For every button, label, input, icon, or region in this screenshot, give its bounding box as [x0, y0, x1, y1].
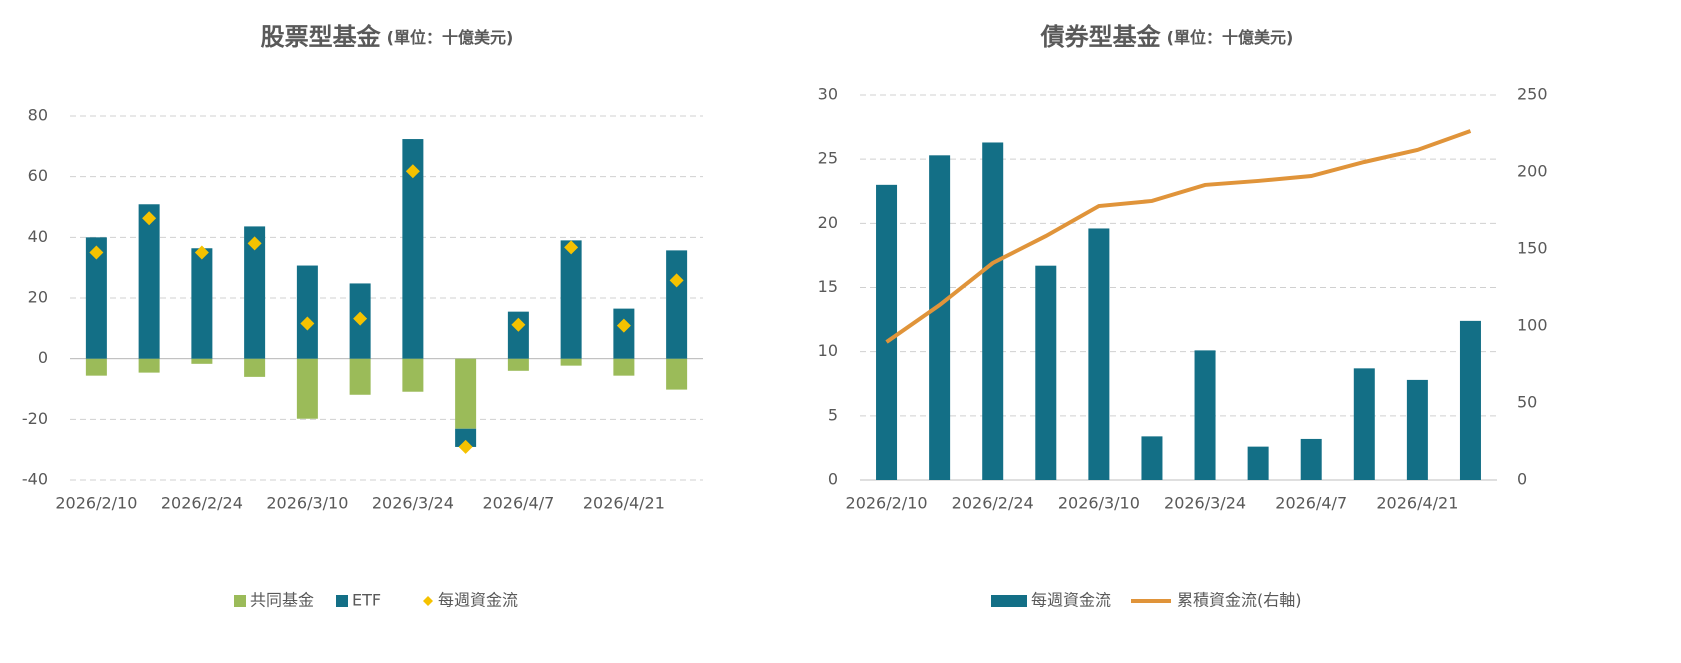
y2-tick-label: 250 [1517, 85, 1548, 104]
x-tick-label: 2026/2/10 [55, 494, 137, 513]
y-tick-label: 0 [828, 470, 838, 489]
x-tick-label: 2026/3/10 [266, 494, 348, 513]
x-tick-label: 2026/2/24 [161, 494, 243, 513]
legend-label: ETF [352, 591, 381, 610]
bar [1141, 436, 1163, 480]
legend-swatch [234, 595, 246, 607]
bar [85, 237, 107, 359]
marker [89, 245, 104, 260]
title-main: 股票型基金 [261, 23, 382, 51]
marker [616, 318, 631, 333]
title-unit: (單位：十億美元) [387, 28, 514, 47]
y-tick-label: 80 [28, 106, 48, 125]
x-tick-label: 2026/4/7 [482, 494, 554, 513]
x-tick-label: 2026/4/21 [583, 494, 665, 513]
bar [138, 358, 160, 373]
legend-label: 累積資金流(右軸) [1177, 591, 1302, 610]
y-tick-label: 5 [828, 405, 838, 424]
legend-label: 每週資金流 [1031, 591, 1111, 610]
bar [85, 358, 107, 376]
x-tick-label: 2026/3/10 [1058, 494, 1140, 513]
bar [244, 358, 266, 377]
legend-swatch [336, 595, 348, 607]
bar [876, 184, 898, 481]
bar [244, 226, 266, 359]
y-tick-label: 15 [818, 277, 838, 296]
title-main: 債券型基金 [1040, 23, 1162, 51]
legend-swatch [991, 595, 1027, 607]
bar [402, 358, 424, 392]
x-tick-label: 2026/2/24 [952, 494, 1034, 513]
bar [1459, 320, 1481, 480]
marker [564, 240, 579, 255]
bar [402, 139, 424, 359]
legend-marker [423, 596, 433, 606]
bar [982, 142, 1004, 480]
bar [1300, 438, 1322, 480]
y2-tick-label: 150 [1517, 239, 1548, 258]
bar [1247, 446, 1269, 480]
bar [1194, 350, 1216, 480]
bar [1088, 228, 1110, 480]
marker [669, 273, 684, 288]
x-tick-label: 2026/3/24 [1164, 494, 1246, 513]
y-tick-label: 40 [28, 227, 48, 246]
bar [507, 358, 529, 371]
bar [929, 155, 951, 481]
legend-label: 每週資金流 [438, 591, 518, 610]
bar [1406, 379, 1428, 480]
bar [296, 358, 318, 419]
y2-tick-label: 100 [1517, 316, 1548, 335]
y-tick-label: 0 [38, 348, 48, 367]
y2-tick-label: 200 [1517, 162, 1548, 181]
bar [349, 358, 371, 395]
y-tick-label: -20 [22, 409, 48, 428]
bar [1035, 265, 1057, 480]
marker [247, 236, 262, 251]
marker [194, 245, 209, 260]
y2-tick-label: 50 [1517, 393, 1537, 412]
y-tick-label: 30 [818, 85, 838, 104]
bar [138, 204, 160, 359]
bar [455, 428, 477, 447]
y-tick-label: 10 [818, 341, 838, 360]
y-tick-label: 25 [818, 149, 838, 168]
y-tick-label: 20 [28, 288, 48, 307]
bar [560, 240, 582, 359]
y-tick-label: 60 [28, 166, 48, 185]
bar [560, 358, 582, 366]
marker [353, 311, 368, 326]
marker [142, 211, 157, 226]
bar [296, 265, 318, 359]
chart-title: 債券型基金 (單位：十億美元) [1040, 23, 1294, 51]
bar [666, 358, 688, 390]
x-tick-label: 2026/4/7 [1275, 494, 1347, 513]
marker [300, 316, 315, 331]
chart-title: 股票型基金 (單位：十億美元) [261, 23, 514, 51]
line [885, 129, 1472, 344]
bar [613, 308, 635, 359]
bar [191, 358, 213, 364]
marker [405, 164, 420, 179]
bar [1353, 368, 1375, 480]
x-tick-label: 2026/3/24 [372, 494, 454, 513]
bar [666, 250, 688, 359]
marker [458, 439, 473, 454]
x-tick-label: 2026/4/21 [1376, 494, 1458, 513]
x-tick-label: 2026/2/10 [846, 494, 928, 513]
y-tick-label: 20 [818, 213, 838, 232]
bar [613, 358, 635, 376]
y2-tick-label: 0 [1517, 470, 1527, 489]
bar [191, 248, 213, 359]
y-tick-label: -40 [22, 470, 48, 489]
marker [511, 317, 526, 332]
legend-label: 共同基金 [250, 591, 314, 610]
title-unit: (單位：十億美元) [1167, 28, 1294, 47]
bar [455, 358, 477, 429]
